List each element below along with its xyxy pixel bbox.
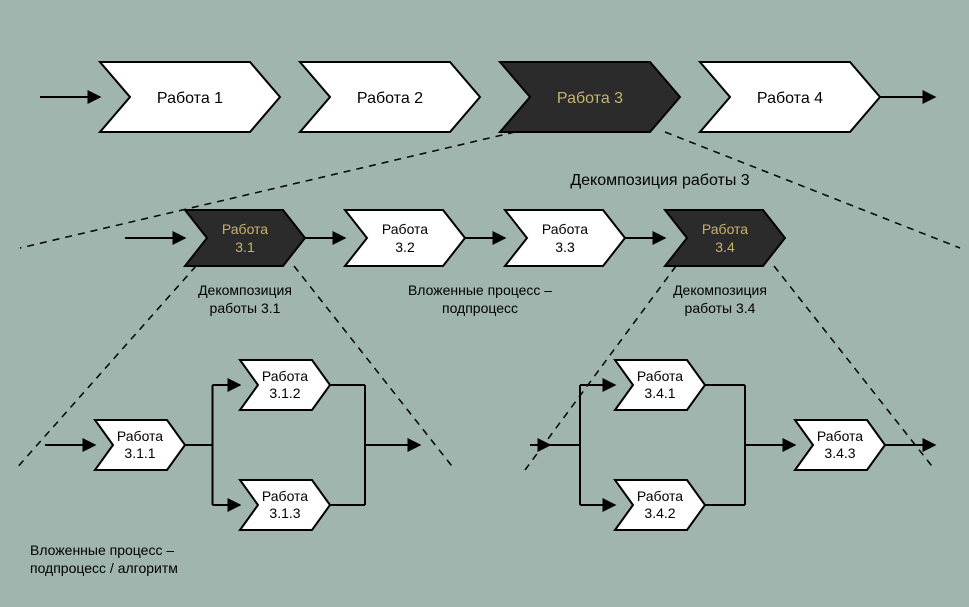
box-311-l1: Работа — [117, 428, 163, 444]
label-w1: Работа 1 — [157, 90, 223, 107]
label-w33-1: Работа — [542, 221, 588, 237]
label-decomp31-2: работы 3.1 — [210, 300, 281, 316]
box-343-l1: Работа — [817, 428, 863, 444]
label-w31-2: 3.1 — [235, 239, 255, 255]
label-w34-1: Работа — [702, 221, 748, 237]
label-w31-1: Работа — [222, 221, 268, 237]
box-w31 — [185, 210, 305, 266]
label-decomp3: Декомпозиция работы 3 — [570, 172, 749, 189]
box-312-l1: Работа — [262, 368, 308, 384]
box-w33 — [505, 210, 625, 266]
box-313-l2: 3.1.3 — [269, 505, 300, 521]
box-342-l1: Работа — [637, 488, 683, 504]
label-w3: Работа 3 — [557, 90, 623, 107]
diagram-canvas: Работа 1 Работа 2 Работа 3 Работа 4 Декомпоз… — [0, 0, 969, 607]
box-341-l1: Работа — [637, 368, 683, 384]
box-342-l2: 3.4.2 — [644, 505, 675, 521]
label-w32-2: 3.2 — [395, 239, 415, 255]
label-nested-2: подпроцесс — [442, 300, 518, 316]
box-311-l2: 3.1.1 — [124, 445, 155, 461]
label-w4: Работа 4 — [757, 90, 823, 107]
label-w34-2: 3.4 — [715, 239, 735, 255]
label-nested-1: Вложенные процесс – — [408, 282, 552, 298]
box-313-l1: Работа — [262, 488, 308, 504]
box-w34 — [665, 210, 785, 266]
label-bottom-2: подпроцесс / алгоритм — [30, 560, 178, 576]
label-w33-2: 3.3 — [555, 239, 575, 255]
label-w32-1: Работа — [382, 221, 428, 237]
box-312-l2: 3.1.2 — [269, 385, 300, 401]
box-343-l2: 3.4.3 — [824, 445, 855, 461]
label-decomp34-1: Декомпозиция — [673, 282, 767, 298]
box-341-l2: 3.4.1 — [644, 385, 675, 401]
label-decomp31-1: Декомпозиция — [198, 282, 292, 298]
label-w2: Работа 2 — [357, 90, 423, 107]
label-bottom-1: Вложенные процесс – — [30, 542, 174, 558]
box-w32 — [345, 210, 465, 266]
label-decomp34-2: работы 3.4 — [685, 300, 756, 316]
